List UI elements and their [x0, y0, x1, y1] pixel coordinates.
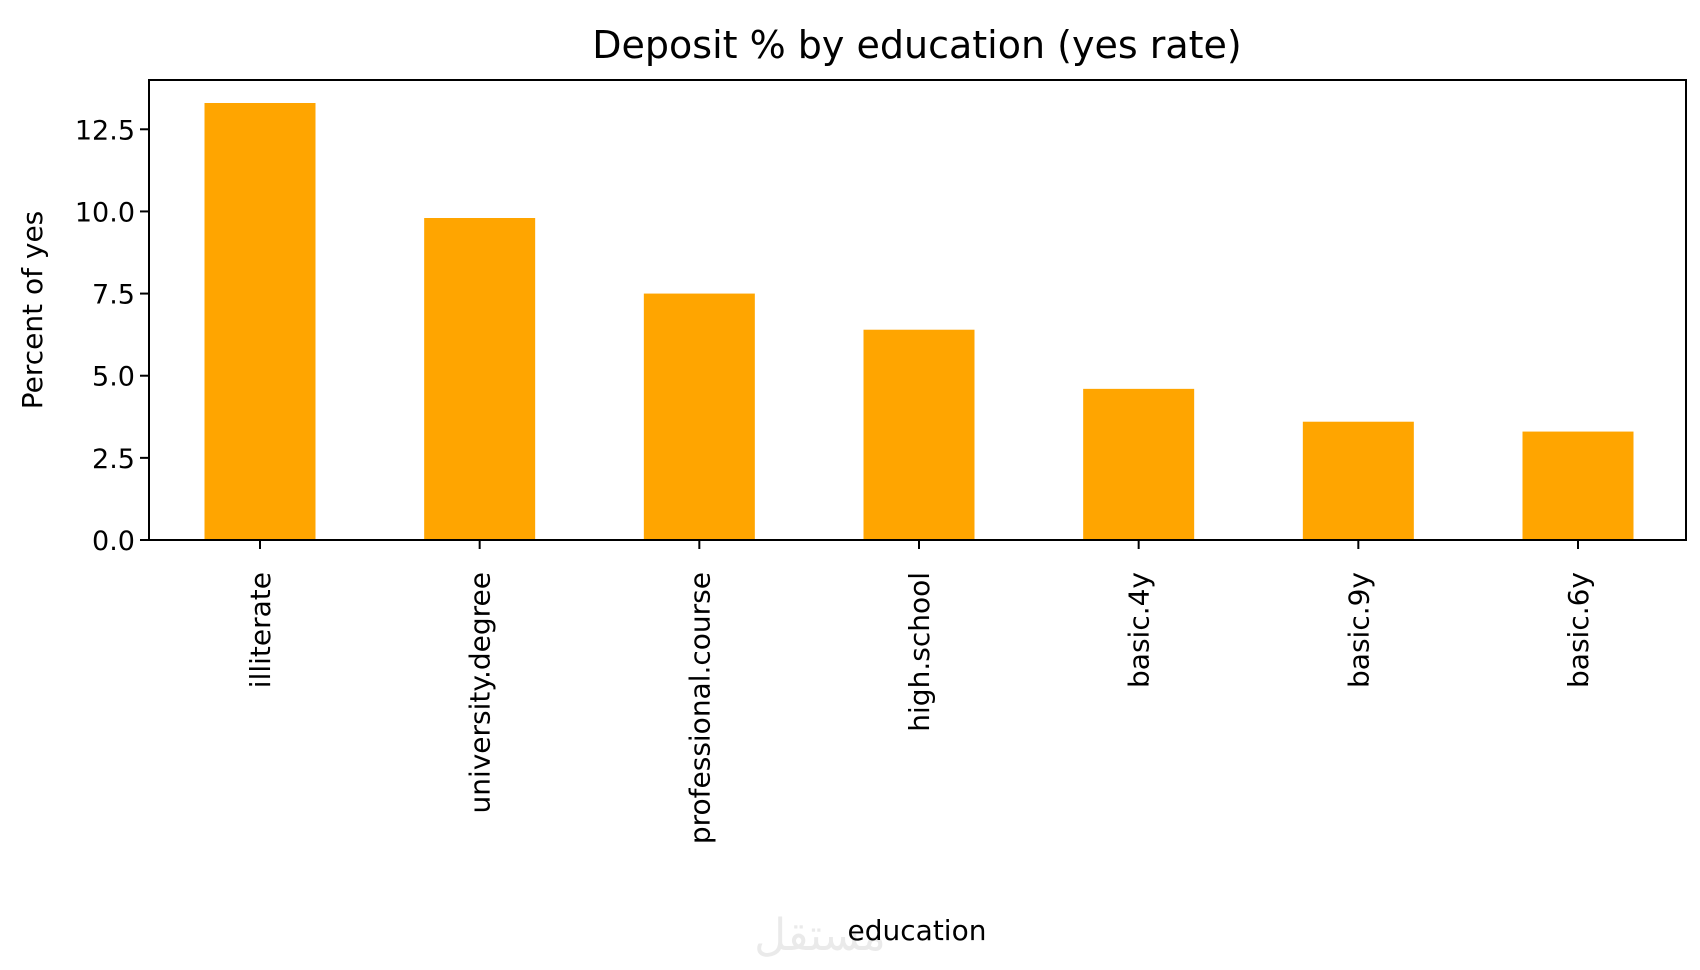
x-tick-label: basic.9y: [1342, 572, 1375, 688]
x-axis-label: education: [848, 914, 987, 947]
bar-illiterate: [204, 103, 316, 540]
bars-layer: [204, 103, 1634, 540]
y-tick-label: 5.0: [92, 362, 135, 393]
bar-basic-6y: [1522, 431, 1634, 540]
y-tick-label: 2.5: [92, 444, 135, 475]
x-tick-label: professional.course: [683, 572, 716, 844]
x-tick-label: basic.6y: [1562, 572, 1595, 688]
bar-university-degree: [424, 218, 536, 540]
x-tick-label: illiterate: [244, 572, 277, 688]
x-tick-label: university.degree: [464, 572, 497, 814]
y-tick-label: 7.5: [92, 280, 135, 311]
x-tick-label: high.school: [903, 572, 936, 732]
plot-frame: [148, 79, 1687, 541]
y-tick-label: 10.0: [75, 197, 135, 228]
y-axis-label: Percent of yes: [16, 211, 49, 410]
y-tick-label: 0.0: [92, 526, 135, 557]
watermark-logo: مستقل: [754, 910, 886, 961]
y-axis-ticks: 0.0 2.5 5.0 7.5 10.0 12.5: [75, 115, 149, 557]
bar-basic-4y: [1083, 388, 1195, 540]
y-tick-label: 12.5: [75, 115, 135, 146]
x-axis-ticks: illiterate university.degree professional.…: [244, 540, 1595, 844]
bar-basic-9y: [1302, 421, 1414, 540]
bar-high-school: [863, 329, 975, 540]
x-tick-label: basic.4y: [1123, 572, 1156, 688]
bar-professional-course: [643, 293, 755, 540]
chart-title: Deposit % by education (yes rate): [592, 23, 1241, 67]
